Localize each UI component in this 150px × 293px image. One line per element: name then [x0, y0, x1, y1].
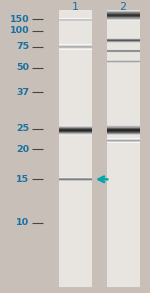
Bar [58, 126, 92, 127]
Bar [58, 44, 92, 45]
Bar [58, 18, 92, 19]
Bar [106, 14, 140, 15]
Bar [106, 141, 140, 142]
Bar [106, 41, 140, 42]
Bar [58, 127, 92, 128]
Bar [58, 128, 92, 129]
Bar [106, 12, 140, 13]
Bar [58, 20, 92, 21]
Bar [58, 179, 92, 180]
Bar [106, 131, 140, 132]
Bar [106, 126, 140, 127]
Text: 20: 20 [16, 145, 29, 154]
Text: 75: 75 [16, 42, 29, 51]
Text: 25: 25 [16, 125, 29, 133]
Bar [58, 134, 92, 135]
Bar [106, 39, 140, 40]
Text: 10: 10 [16, 218, 29, 227]
Bar [58, 133, 92, 134]
Bar [106, 19, 140, 20]
Bar [58, 132, 92, 133]
Bar [106, 132, 140, 133]
Bar [106, 60, 140, 61]
Bar [58, 20, 92, 21]
Bar [58, 48, 92, 49]
Bar [58, 179, 92, 180]
Text: 37: 37 [16, 88, 29, 97]
Bar [106, 139, 140, 140]
Bar [58, 44, 92, 45]
Bar [106, 127, 140, 128]
Bar [106, 125, 140, 126]
Bar [106, 140, 140, 141]
Bar [106, 40, 140, 41]
Text: 150: 150 [10, 15, 29, 23]
Bar [58, 45, 92, 46]
Bar [106, 10, 140, 11]
Bar [106, 10, 140, 287]
Bar [106, 126, 140, 127]
Bar [58, 129, 92, 130]
Bar [106, 130, 140, 131]
Bar [58, 47, 92, 48]
Bar [106, 128, 140, 129]
Bar [106, 51, 140, 52]
Bar [106, 142, 140, 143]
Bar [106, 61, 140, 62]
Bar [58, 49, 92, 50]
Bar [58, 19, 92, 20]
Bar [106, 18, 140, 19]
Bar [58, 131, 92, 132]
Bar [106, 134, 140, 135]
Bar [106, 62, 140, 63]
Bar [58, 18, 92, 19]
Bar [106, 15, 140, 16]
Bar [106, 52, 140, 53]
Bar [58, 130, 92, 131]
Text: 15: 15 [16, 175, 29, 184]
Bar [106, 127, 140, 128]
Bar [106, 16, 140, 17]
Bar [106, 131, 140, 132]
Bar [106, 40, 140, 41]
Bar [106, 141, 140, 142]
Bar [106, 38, 140, 39]
Bar [106, 50, 140, 51]
Bar [106, 129, 140, 130]
Bar [58, 125, 92, 126]
Bar [106, 49, 140, 50]
Bar [58, 180, 92, 181]
Bar [106, 133, 140, 134]
Bar [106, 12, 140, 13]
Bar [106, 52, 140, 53]
Bar [106, 13, 140, 14]
Text: 50: 50 [16, 64, 29, 72]
Bar [106, 17, 140, 18]
Bar [106, 41, 140, 42]
Bar [106, 62, 140, 63]
Bar [106, 38, 140, 39]
Bar [58, 19, 92, 20]
Bar [58, 47, 92, 48]
Bar [58, 178, 92, 179]
Text: 2: 2 [119, 2, 127, 12]
Bar [106, 11, 140, 12]
Text: 1: 1 [72, 2, 78, 12]
Bar [58, 177, 92, 178]
Bar [58, 45, 92, 46]
Bar [58, 19, 92, 20]
Bar [58, 46, 92, 47]
Bar [58, 178, 92, 179]
Bar [106, 17, 140, 18]
Text: 100: 100 [10, 26, 29, 35]
Bar [58, 177, 92, 178]
Bar [106, 132, 140, 133]
Bar [106, 42, 140, 43]
Bar [106, 20, 140, 21]
Bar [106, 139, 140, 140]
Bar [106, 50, 140, 51]
Bar [106, 135, 140, 136]
Bar [58, 180, 92, 181]
Bar [58, 10, 92, 287]
